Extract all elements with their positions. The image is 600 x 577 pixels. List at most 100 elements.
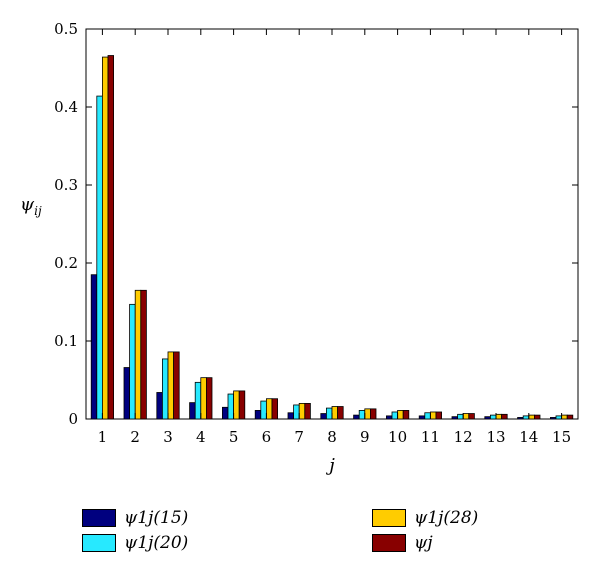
y-axis: 0 0.1 0.2 0.3 0.4 0.5 (54, 20, 578, 428)
bar-series4-x3 (173, 351, 180, 420)
x-tick-label: 1 (98, 428, 108, 446)
x-tick-label: 12 (454, 428, 473, 446)
x-tick-label: 11 (421, 428, 440, 446)
x-tick-label: 5 (229, 428, 239, 446)
bar-series2-x14 (522, 415, 530, 420)
bar-series1-x6 (254, 410, 262, 420)
bar-series4-x2 (140, 289, 147, 420)
legend-item-series-3: ψ1j(28) (372, 508, 478, 528)
bar-series1-x14 (517, 417, 524, 420)
y-tick-label: 0 (68, 410, 78, 428)
bar-series4-x1 (107, 55, 114, 420)
bar-series2-x7 (293, 404, 300, 420)
x-tick-label: 13 (486, 428, 505, 446)
bar-series3-x10 (397, 410, 404, 420)
x-tick-label: 8 (327, 428, 337, 446)
x-tick-label: 9 (360, 428, 370, 446)
bar-series4-x7 (304, 402, 311, 420)
bar-series4-x9 (369, 408, 377, 420)
bar-series2-x11 (424, 412, 431, 420)
x-tick-label: 7 (294, 428, 304, 446)
bar-series2-x8 (325, 407, 333, 420)
bar-series3-x14 (528, 414, 535, 420)
bar-series4-x6 (271, 398, 278, 420)
bar-series4-x13 (501, 413, 508, 420)
bar-series3-x15 (561, 414, 568, 420)
legend-swatch (82, 509, 116, 527)
bar-series3-x5 (233, 390, 240, 420)
bar-series2-x15 (555, 415, 562, 420)
bar-series1-x2 (123, 367, 130, 420)
bar-series1-x1 (90, 274, 98, 420)
bar-series3-x6 (265, 398, 273, 420)
legend-item-series-2: ψ1j(20) (82, 533, 188, 553)
legend-item-series-1: ψ1j(15) (82, 508, 188, 528)
bar-series4-x8 (337, 406, 344, 420)
bar-series3-x9 (364, 408, 371, 420)
bar-series2-x13 (489, 414, 497, 420)
bar-series1-x10 (385, 415, 393, 420)
x-tick-label: 10 (388, 428, 407, 446)
legend-label: ψ1j(20) (124, 533, 189, 553)
legend-swatch (372, 509, 406, 527)
bar-series3-x11 (429, 411, 437, 420)
y-tick-label: 0.5 (54, 20, 78, 38)
bar-series1-x9 (353, 414, 360, 420)
bar-series1-x11 (418, 415, 426, 420)
y-tick-label: 0.1 (54, 332, 78, 350)
bar-series3-x8 (331, 406, 338, 420)
x-tick-label: 6 (262, 428, 272, 446)
bar-series4-x11 (435, 411, 442, 420)
bar-series2-x5 (227, 393, 234, 420)
x-tick-label: 14 (519, 428, 538, 446)
bar-series2-x12 (457, 413, 464, 420)
bars-group (90, 55, 574, 420)
legend-swatch (82, 534, 116, 552)
chart: 00.10.20.30.40.5 1 2 3 4 5 6 7 8 9 10 11 12 13 14 15 j… (20, 20, 579, 476)
legend-item-series-4: ψj (372, 533, 433, 553)
bar-series1-x3 (156, 392, 163, 420)
y-tick-label: 0.2 (54, 254, 78, 272)
bar-series2-x1 (96, 95, 103, 420)
bar-series2-x4 (194, 381, 202, 420)
bar-series2-x9 (358, 410, 366, 420)
bar-series3-x12 (462, 413, 470, 420)
bar-series3-x13 (495, 413, 502, 420)
bar-series1-x15 (550, 417, 557, 420)
bar-series1-x7 (287, 412, 294, 420)
bar-series3-x7 (298, 402, 306, 420)
bar-series4-x12 (468, 413, 475, 420)
plot-area (85, 28, 579, 420)
x-tick-label: 15 (552, 428, 571, 446)
bar-series4-x14 (534, 414, 541, 420)
x-tick-label: 2 (130, 428, 140, 446)
bar-series4-x5 (238, 390, 246, 420)
x-tick-label: 4 (196, 428, 206, 446)
bar-series3-x4 (200, 377, 207, 420)
bar-series3-x1 (102, 56, 109, 420)
legend-label: ψ1j(28) (414, 508, 479, 528)
bar-series1-x4 (189, 402, 196, 420)
y-axis-label: ψij (20, 194, 42, 218)
bar-series1-x13 (484, 416, 491, 420)
bar-series4-x15 (566, 414, 574, 420)
legend-label: ψj (414, 533, 433, 553)
bar-series1-x5 (221, 406, 229, 420)
legend-label: ψ1j(15) (124, 508, 189, 528)
legend-swatch (372, 534, 406, 552)
bar-series2-x10 (391, 411, 398, 420)
bar-series2-x3 (161, 358, 169, 420)
bar-series4-x10 (402, 410, 410, 420)
bar-series4-x4 (205, 377, 213, 420)
bar-series1-x12 (451, 416, 458, 420)
bar-series1-x8 (320, 413, 327, 420)
x-tick-label: 3 (163, 428, 173, 446)
x-axis: 1 2 3 4 5 6 7 8 9 10 11 12 13 14 15 (98, 29, 571, 446)
bar-series3-x2 (134, 289, 142, 420)
bar-series2-x6 (260, 400, 267, 420)
y-tick-label: 0.4 (54, 98, 78, 116)
bar-series2-x2 (129, 303, 136, 420)
x-axis-label: j (325, 455, 335, 476)
bar-series3-x3 (167, 351, 174, 420)
y-tick-label: 0.3 (54, 176, 78, 194)
